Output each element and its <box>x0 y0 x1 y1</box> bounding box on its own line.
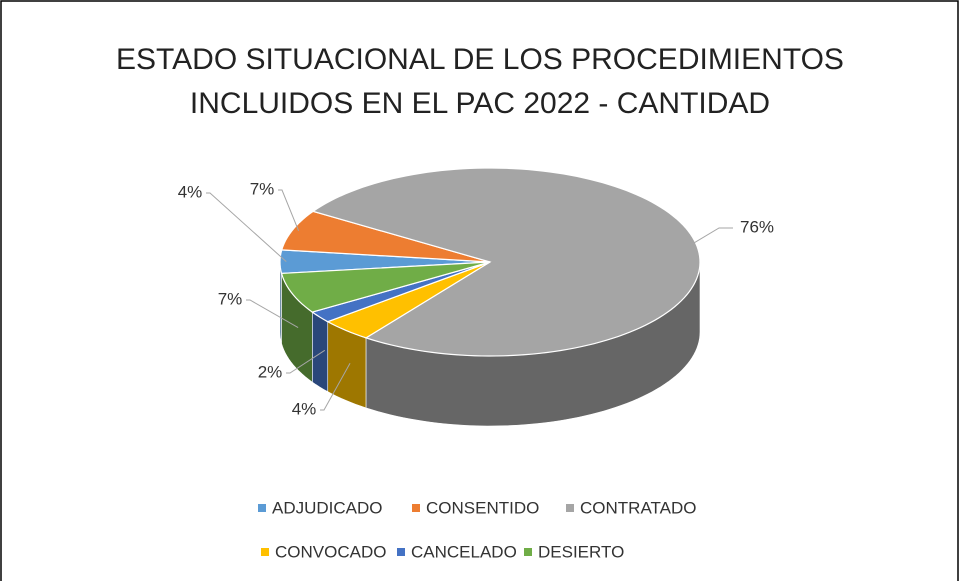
leader-line <box>206 192 287 263</box>
legend-swatch <box>397 548 405 556</box>
slice <box>280 261 491 313</box>
legend-label: CANCELADO <box>411 542 517 561</box>
legend-label: CONVOCADO <box>275 542 386 561</box>
chart-title: ESTADO SITUACIONAL DE LOS PROCEDIMIENTOS… <box>116 43 844 120</box>
legend-swatch <box>524 548 532 556</box>
leader-line <box>278 189 300 232</box>
slice <box>311 167 701 357</box>
slice <box>279 249 491 275</box>
leader-line <box>320 363 351 411</box>
slice <box>280 210 491 263</box>
legend-label: CONSENTIDO <box>426 498 539 517</box>
data-label: 2% <box>258 362 283 381</box>
data-label: 4% <box>292 399 317 418</box>
slice <box>326 261 491 339</box>
legend-label: CONTRATADO <box>580 498 696 517</box>
data-label: 7% <box>250 179 275 198</box>
data-label: 4% <box>178 182 203 201</box>
slice-side <box>311 311 329 393</box>
leader-line <box>286 349 326 374</box>
legend-swatch <box>258 504 266 512</box>
legend-label: DESIERTO <box>538 542 624 561</box>
legend-label: ADJUDICADO <box>272 498 383 517</box>
data-label: 7% <box>218 289 243 308</box>
data-label: 76% <box>740 217 774 236</box>
legend-swatch <box>566 504 574 512</box>
leader-line <box>246 299 299 329</box>
legend-swatch <box>412 504 420 512</box>
legend-swatch <box>261 548 269 556</box>
leader-line <box>689 227 733 246</box>
